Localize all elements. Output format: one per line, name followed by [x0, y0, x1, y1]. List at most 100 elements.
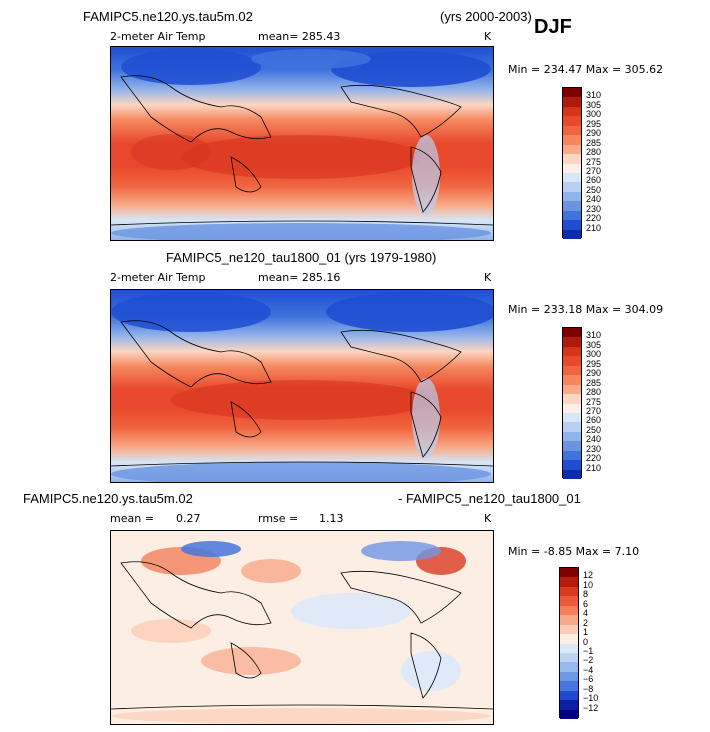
- colorbar-tick-label: 230: [586, 443, 602, 454]
- colorbar-tick-label: 285: [586, 137, 602, 148]
- colorbar-tick-label: 240: [586, 434, 602, 445]
- colorbar-segment: [560, 700, 578, 710]
- colorbar-segment: [563, 328, 581, 338]
- colorbar-tick-label: 295: [586, 358, 602, 369]
- colorbar-tick-label: 290: [586, 128, 602, 139]
- colorbar-tick-label: 270: [586, 165, 602, 176]
- colorbar-segment: [560, 652, 578, 663]
- colorbar-segment: [563, 116, 581, 126]
- panel1-title-right: (yrs 2000-2003): [440, 9, 532, 24]
- colorbar-tick-label: 275: [586, 396, 602, 407]
- panel1-mean: mean= 285.43: [258, 30, 341, 43]
- colorbar-segment: [560, 634, 578, 644]
- panel3-rmse-label: rmse =: [258, 512, 299, 525]
- colorbar-segment: [560, 586, 578, 597]
- colorbar-segment: [563, 191, 581, 202]
- colorbar-segment: [560, 690, 578, 701]
- colorbar-segment: [563, 229, 581, 239]
- colorbar-segment: [563, 106, 581, 117]
- panel2-title: FAMIPC5_ne120_tau1800_01 (yrs 1979-1980): [166, 250, 437, 265]
- colorbar-tick-label: 240: [586, 194, 602, 205]
- colorbar-tick-label: 260: [586, 175, 602, 186]
- colorbar-tick-label: 285: [586, 377, 602, 388]
- colorbar-tick-label: 210: [586, 462, 602, 473]
- colorbar-segment: [563, 403, 581, 413]
- colorbar-tick-label: 280: [586, 147, 602, 158]
- colorbar-segment: [563, 422, 581, 432]
- panel2-mean: mean= 285.16: [258, 271, 341, 284]
- panel3-units: K: [484, 512, 492, 525]
- panel2-minmax: Min = 233.18 Max = 304.09: [508, 303, 664, 316]
- panel1-minmax: Min = 234.47 Max = 305.62: [508, 63, 664, 76]
- colorbar-segment: [560, 624, 578, 635]
- colorbar-tick-label: 310: [586, 330, 602, 341]
- colorbar-segment: [563, 163, 581, 173]
- colorbar-segment: [560, 568, 578, 578]
- colorbar-tick-label: 310: [586, 90, 602, 101]
- panel1-colorbar-labels: 310 305 300 295 290 285 280 275 270 260 250 240 230 2…: [586, 87, 626, 238]
- colorbar-tick-label: −10: [583, 693, 599, 704]
- panel2-temperature-map: [110, 289, 494, 483]
- colorbar-tick-label: 305: [586, 99, 602, 110]
- panel3-difference-map: [110, 530, 494, 725]
- colorbar-segment: [563, 88, 581, 98]
- colorbar-segment: [563, 135, 581, 145]
- colorbar-tick-label: 250: [586, 184, 602, 195]
- colorbar-segment: [563, 154, 581, 164]
- colorbar-segment: [560, 596, 578, 606]
- panel2-units: K: [484, 271, 492, 284]
- colorbar-segment: [560, 643, 578, 653]
- colorbar-segment: [560, 662, 578, 672]
- colorbar-tick-label: −2: [583, 655, 594, 666]
- colorbar-segment: [563, 210, 581, 221]
- colorbar-segment: [563, 220, 581, 230]
- colorbar-tick-label: −1: [583, 645, 594, 656]
- colorbar-tick-label: 230: [586, 203, 602, 214]
- colorbar-segment: [560, 605, 578, 616]
- colorbar-segment: [560, 671, 578, 682]
- colorbar-segment: [560, 615, 578, 625]
- panel3-title-left: FAMIPC5.ne120.ys.tau5m.02: [23, 491, 193, 506]
- colorbar-tick-label: 260: [586, 415, 602, 426]
- panel1-variable: 2-meter Air Temp: [110, 30, 206, 43]
- colorbar-segment: [563, 450, 581, 461]
- colorbar-tick-label: 300: [586, 349, 602, 360]
- colorbar-tick-label: 300: [586, 109, 602, 120]
- colorbar-tick-label: 1: [583, 627, 589, 638]
- panel2-colorbar: [562, 327, 582, 479]
- colorbar-tick-label: 0: [583, 636, 589, 647]
- colorbar-segment: [563, 125, 581, 136]
- colorbar-segment: [563, 365, 581, 376]
- panel3-colorbar: [559, 567, 579, 719]
- colorbar-tick-label: 270: [586, 405, 602, 416]
- colorbar-segment: [563, 356, 581, 366]
- colorbar-segment: [563, 384, 581, 395]
- panel1-temperature-map: [110, 46, 494, 241]
- colorbar-tick-label: 2: [583, 617, 589, 628]
- panel3-colorbar-labels: 12 10 8 6 4 2 1 0 −1 −2 −4 −6 −8 −10 −12: [583, 567, 623, 718]
- panel1-colorbar: [562, 87, 582, 239]
- colorbar-tick-label: −12: [583, 702, 599, 713]
- colorbar-tick-label: 295: [586, 118, 602, 129]
- colorbar-segment: [563, 460, 581, 470]
- colorbar-tick-label: 280: [586, 387, 602, 398]
- colorbar-tick-label: 6: [583, 598, 589, 609]
- colorbar-tick-label: 8: [583, 589, 589, 600]
- colorbar-tick-label: 275: [586, 156, 602, 167]
- colorbar-segment: [563, 375, 581, 385]
- colorbar-tick-label: 220: [586, 453, 602, 464]
- colorbar-tick-label: −6: [583, 674, 594, 685]
- colorbar-tick-label: 4: [583, 608, 589, 619]
- panel2-variable: 2-meter Air Temp: [110, 271, 206, 284]
- colorbar-tick-label: −4: [583, 664, 594, 675]
- panel3-minmax: Min = -8.85 Max = 7.10: [508, 545, 640, 558]
- colorbar-segment: [563, 144, 581, 155]
- colorbar-tick-label: 305: [586, 339, 602, 350]
- panel1-title-left: FAMIPC5.ne120.ys.tau5m.02: [83, 9, 253, 24]
- panel3-rmse-value: 1.13: [319, 512, 344, 525]
- panel3-mean-label: mean =: [110, 512, 154, 525]
- colorbar-tick-label: 210: [586, 222, 602, 233]
- colorbar-segment: [563, 172, 581, 183]
- colorbar-segment: [560, 709, 578, 719]
- colorbar-segment: [563, 394, 581, 404]
